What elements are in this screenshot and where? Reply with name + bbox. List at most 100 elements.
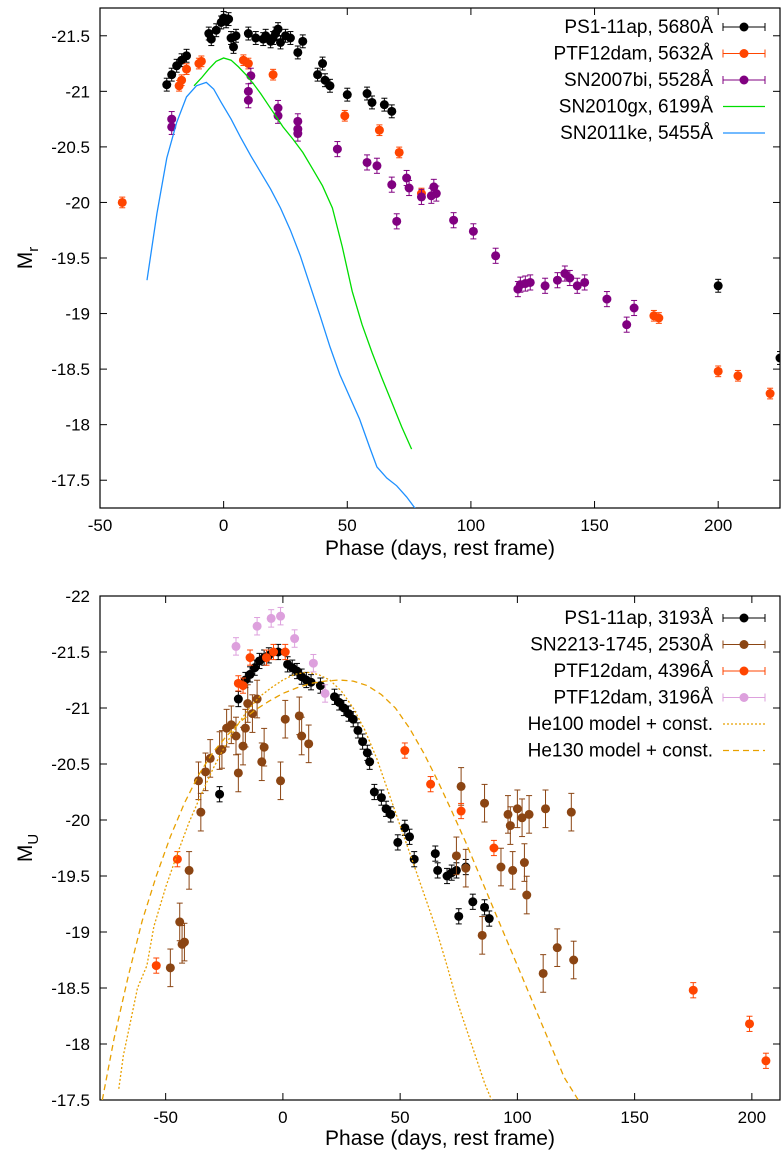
data-point xyxy=(268,70,278,80)
x-axis-label: Phase (days, rest frame) xyxy=(325,1127,555,1150)
x-tick-label: 100 xyxy=(503,1108,531,1127)
data-point xyxy=(400,823,410,833)
data-point xyxy=(238,741,248,751)
legend-marker xyxy=(739,666,749,676)
x-tick-label: 50 xyxy=(391,1108,410,1127)
data-point xyxy=(245,669,255,679)
data-point xyxy=(233,694,243,704)
y-tick-label: -19.5 xyxy=(51,867,90,886)
data-point xyxy=(358,737,368,747)
x-tick-label: 200 xyxy=(704,516,732,535)
data-point xyxy=(184,865,194,875)
y-tick-label: -20.5 xyxy=(51,138,90,157)
data-point xyxy=(524,809,534,819)
data-point xyxy=(365,757,375,767)
data-point xyxy=(386,809,396,819)
data-point xyxy=(379,100,389,110)
y-tick-label: -21 xyxy=(65,699,90,718)
data-point xyxy=(179,937,189,947)
data-point xyxy=(308,658,318,668)
data-point xyxy=(229,42,239,52)
data-point xyxy=(306,677,316,687)
data-point xyxy=(243,95,253,105)
x-tick-label: 0 xyxy=(278,1108,287,1127)
data-point xyxy=(151,961,161,971)
data-point xyxy=(280,647,290,657)
x-tick-label: -50 xyxy=(88,516,113,535)
data-point xyxy=(477,930,487,940)
data-point xyxy=(505,821,515,831)
x-tick-label: 0 xyxy=(219,516,228,535)
y-tick-label: -21.5 xyxy=(51,27,90,46)
data-point xyxy=(231,731,241,741)
data-point xyxy=(404,183,414,193)
series-4 xyxy=(118,671,493,1100)
series-5 xyxy=(101,679,579,1100)
data-point xyxy=(426,779,436,789)
data-point xyxy=(293,129,303,139)
legend-marker xyxy=(739,613,749,623)
y-tick-label: -20.5 xyxy=(51,755,90,774)
data-point xyxy=(392,216,402,226)
data-point xyxy=(257,757,267,767)
data-point xyxy=(480,902,490,912)
data-point xyxy=(211,25,221,35)
x-tick-label: 150 xyxy=(580,516,608,535)
data-point xyxy=(374,125,384,135)
data-point xyxy=(243,699,253,709)
legend-label: He100 model + const. xyxy=(528,714,713,735)
data-point xyxy=(654,313,664,323)
data-point xyxy=(430,849,440,859)
series-3 xyxy=(193,57,413,450)
data-point xyxy=(496,862,506,872)
legend-marker xyxy=(739,49,749,58)
data-point xyxy=(456,781,466,791)
data-point xyxy=(206,34,216,44)
data-point xyxy=(405,832,415,842)
data-point xyxy=(215,789,225,799)
y-tick-label: -18 xyxy=(65,1035,90,1054)
data-point xyxy=(240,723,250,733)
data-point xyxy=(243,29,253,39)
data-point xyxy=(565,273,575,283)
data-point xyxy=(165,963,175,973)
data-point xyxy=(196,807,206,817)
data-point xyxy=(522,890,532,900)
data-point xyxy=(285,33,295,43)
data-layer xyxy=(117,11,780,508)
data-point xyxy=(269,647,279,657)
data-point xyxy=(246,71,256,81)
data-point xyxy=(372,161,382,171)
data-point xyxy=(276,37,286,47)
data-point xyxy=(393,837,403,847)
y-axis-label: MU xyxy=(14,834,42,862)
data-point xyxy=(320,688,330,698)
data-point xyxy=(367,97,377,107)
data-point xyxy=(342,90,352,100)
legend-marker xyxy=(739,640,749,649)
data-point xyxy=(540,281,550,291)
data-point xyxy=(231,31,241,41)
x-tick-label: 50 xyxy=(338,516,357,535)
data-point xyxy=(193,776,203,786)
x-tick-label: 100 xyxy=(457,516,485,535)
data-point xyxy=(273,24,283,34)
data-point xyxy=(276,776,286,786)
series-2 xyxy=(167,67,639,333)
data-point xyxy=(348,714,358,724)
x-axis-label: Phase (days, rest frame) xyxy=(325,537,555,560)
data-point xyxy=(541,804,551,814)
legend-label: PS1-11ap, 5680Å xyxy=(564,17,713,38)
legend-marker xyxy=(739,22,749,32)
x-tick-label: 150 xyxy=(620,1108,648,1127)
series-4 xyxy=(146,81,416,508)
data-point xyxy=(552,275,562,285)
legend-label: He130 model + const. xyxy=(528,741,713,762)
data-point xyxy=(273,111,283,121)
data-point xyxy=(266,613,276,623)
legend-label: PS1-11ap, 3193Å xyxy=(564,608,713,629)
series-line xyxy=(101,679,579,1100)
data-point xyxy=(182,51,192,61)
data-point xyxy=(468,226,478,236)
